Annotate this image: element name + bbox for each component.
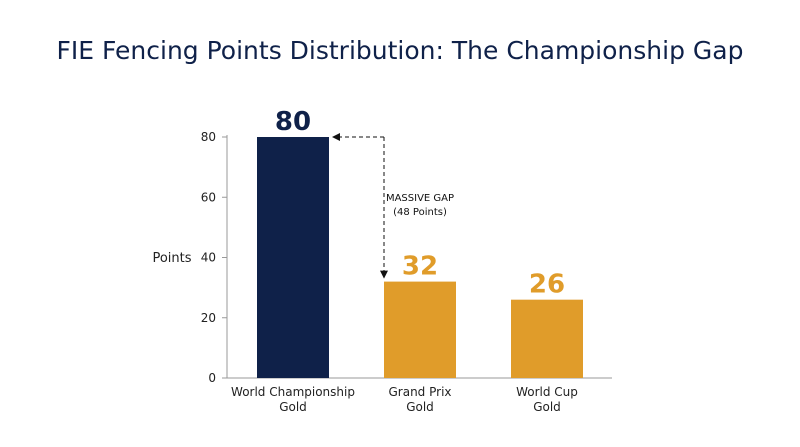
x-tick-label: World Cup [516,385,578,399]
x-tick-label: Gold [533,400,561,414]
bar [511,299,583,378]
bar [257,137,329,378]
y-tick-label: 0 [208,371,216,385]
value-label: 26 [529,270,565,300]
y-tick-label: 80 [201,130,216,144]
y-tick-label: 40 [201,251,216,265]
value-label: 32 [402,252,438,282]
value-label: 80 [275,107,311,137]
y-tick-label: 20 [201,311,216,325]
x-tick-label: Gold [406,400,434,414]
x-tick-label: Gold [279,400,307,414]
y-tick-label: 60 [201,190,216,204]
chart-title: FIE Fencing Points Distribution: The Cha… [56,36,744,65]
y-axis-label: Points [152,251,191,266]
gap-annotation-text: (48 Points) [393,207,447,218]
gap-annotation-text: MASSIVE GAP [386,193,454,204]
x-tick-label: World Championship [231,385,355,399]
bar [384,281,456,378]
x-tick-label: Grand Prix [388,385,451,399]
